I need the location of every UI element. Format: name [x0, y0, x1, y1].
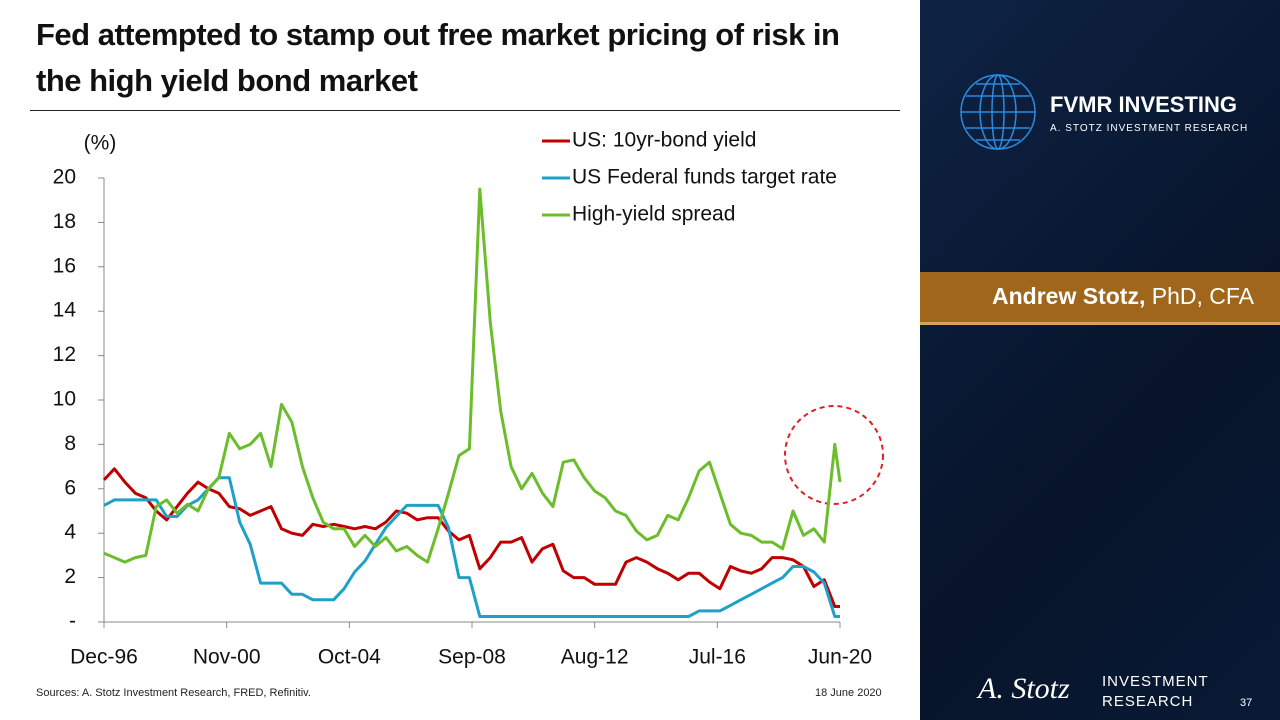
- x-tick-label: Nov-00: [193, 646, 261, 669]
- y-tick-label: 12: [53, 343, 76, 366]
- brand: FVMR INVESTING: [1050, 92, 1238, 117]
- y-tick-label: 16: [53, 254, 76, 277]
- signature: A. Stotz: [978, 672, 1070, 705]
- x-tick-label: Jun-20: [808, 646, 872, 669]
- y-axis-label: (%): [84, 132, 117, 155]
- slide-title: Fed attempted to stamp out free market p…: [36, 17, 840, 98]
- x-tick-label: Oct-04: [318, 646, 381, 669]
- side-panel: FVMR INVESTING A. STOTZ INVESTMENT RESEA…: [920, 0, 1280, 720]
- legend-label: US: 10yr-bond yield: [572, 129, 756, 152]
- y-tick-label: 10: [53, 388, 76, 411]
- author: Andrew Stotz, PhD, CFA: [992, 283, 1254, 310]
- globe-logo: [960, 74, 1036, 150]
- y-tick-label: 20: [53, 166, 76, 189]
- y-tick-label: 8: [64, 432, 76, 455]
- series-line: [103, 187, 842, 564]
- x-tick-label: Jul-16: [689, 646, 746, 669]
- source: Sources: A. Stotz Investment Research, F…: [36, 687, 311, 699]
- highlight-circle: [784, 405, 884, 505]
- footer-brand: INVESTMENT: [1102, 673, 1209, 690]
- series-line: [103, 476, 840, 618]
- x-tick-label: Sep-08: [438, 646, 506, 669]
- date: 18 June 2020: [815, 687, 882, 699]
- page-number: 37: [1240, 697, 1253, 709]
- author-credentials: PhD, CFA: [1151, 283, 1254, 309]
- y-tick-label: 4: [64, 521, 76, 544]
- x-tick-label: Aug-12: [561, 646, 629, 669]
- legend-label: US Federal funds target rate: [572, 166, 837, 189]
- y-tick-label: 18: [53, 210, 76, 233]
- x-tick-label: Dec-96: [70, 646, 138, 669]
- y-tick-label: 2: [64, 565, 76, 588]
- y-tick-label: -: [69, 610, 76, 633]
- title-rule: [30, 110, 900, 111]
- author-name: Andrew Stotz,: [992, 283, 1146, 309]
- brand-sub: A. STOTZ INVESTMENT RESEARCH: [1050, 123, 1249, 134]
- y-tick-label: 6: [64, 476, 76, 499]
- series-line: [102, 467, 840, 608]
- author-band: Andrew Stotz, PhD, CFA: [920, 272, 1280, 325]
- legend-label: High-yield spread: [572, 203, 735, 226]
- chart: (%) - 2 4 6 8 10 12 14 16 18 20 Dec-96 Nov-00 Oct-04 S…: [53, 129, 884, 669]
- y-tick-label: 14: [53, 299, 77, 322]
- footer-brand: RESEARCH: [1102, 693, 1194, 710]
